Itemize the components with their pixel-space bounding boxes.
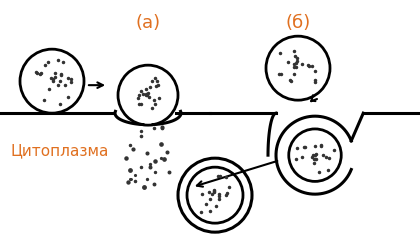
Text: (б): (б) (285, 14, 311, 32)
Text: Цитоплазма: Цитоплазма (10, 143, 108, 158)
Text: (а): (а) (135, 14, 160, 32)
